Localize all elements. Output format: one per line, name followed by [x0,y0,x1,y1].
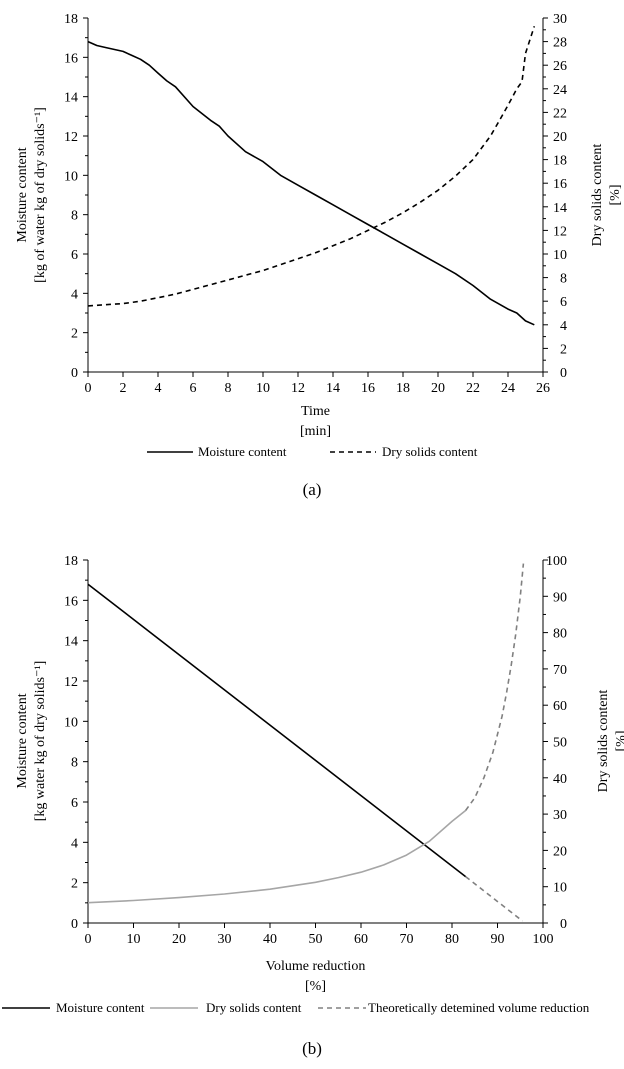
right-y-tick-label: 80 [553,627,567,642]
left-y-tick-label: 0 [71,366,78,381]
left-y-axis-title: Moisture content [15,147,30,242]
right-y-tick-label: 50 [553,736,567,751]
x-axis-title: Volume reduction [266,959,366,974]
x-tick-label: 22 [466,381,480,396]
right-y-tick-label: 90 [553,590,567,605]
right-y-tick-label: 18 [553,154,567,169]
right-y-tick-label: 0 [560,917,567,932]
legend-label: Theoretically detemined volume reduction [368,1000,590,1015]
x-tick-label: 10 [127,932,141,947]
left-y-tick-label: 14 [64,91,78,106]
x-tick-label: 20 [172,932,186,947]
right-y-tick-label: 0 [560,366,567,381]
x-tick-label: 6 [190,381,197,396]
left-y-tick-label: 0 [71,917,78,932]
series-line-dry-solids-content [87,26,536,307]
left-y-tick-label: 6 [71,796,78,811]
right-y-tick-label: 12 [553,224,567,239]
x-tick-label: 70 [400,932,414,947]
left-y-axis-title: Moisture content [15,693,30,788]
left-y-tick-label: 2 [71,877,78,892]
left-y-tick-label: 10 [64,715,78,730]
x-tick-label: 30 [218,932,232,947]
series-line-theoretically-detemined-volume-reduction [464,563,525,811]
right-y-axis-title: Dry solids content [590,144,605,247]
left-y-tick-label: 16 [64,51,78,66]
x-tick-label: 0 [85,932,92,947]
right-y-tick-label: 2 [560,342,567,357]
right-y-axis-unit: [%] [614,731,624,752]
x-tick-label: 12 [291,381,305,396]
x-tick-label: 8 [225,381,232,396]
left-y-tick-label: 14 [64,635,78,650]
left-y-tick-label: 8 [71,209,78,224]
x-axis-unit: [min] [300,424,331,439]
right-y-tick-label: 40 [553,772,567,787]
x-tick-label: 0 [85,381,92,396]
left-y-tick-label: 18 [64,554,78,569]
x-tick-label: 24 [501,381,515,396]
panel-label: (b) [302,1039,322,1058]
left-y-tick-label: 4 [71,836,78,851]
left-y-tick-label: 4 [71,287,78,302]
left-y-axis-unit: [kg water kg of dry solids⁻¹] [33,661,48,822]
right-y-tick-label: 10 [553,248,567,263]
left-y-tick-label: 16 [64,594,78,609]
x-tick-label: 80 [445,932,459,947]
right-y-tick-label: 30 [553,808,567,823]
x-tick-label: 10 [256,381,270,396]
left-y-tick-label: 8 [71,756,78,771]
right-y-tick-label: 70 [553,663,567,678]
right-y-tick-label: 10 [553,881,567,896]
series-line-moisture-content-theoretical- [465,875,523,922]
right-y-tick-label: 60 [553,699,567,714]
right-y-axis-unit: [%] [608,185,623,206]
left-y-tick-label: 6 [71,248,78,263]
series-line-moisture-content [87,583,467,878]
x-tick-label: 4 [155,381,162,396]
series-line-dry-solids-content [87,809,467,904]
x-tick-label: 60 [354,932,368,947]
right-y-tick-label: 28 [553,36,567,51]
right-y-tick-label: 22 [553,106,567,121]
left-y-tick-label: 2 [71,327,78,342]
right-y-tick-label: 26 [553,59,567,74]
x-tick-label: 20 [431,381,445,396]
right-y-tick-label: 20 [553,844,567,859]
right-y-tick-label: 30 [553,12,567,27]
x-tick-label: 14 [326,381,340,396]
x-tick-label: 16 [361,381,375,396]
series-line-moisture-content [87,40,535,326]
x-axis-title: Time [301,404,330,419]
left-y-tick-label: 12 [64,130,78,145]
panel-label: (a) [303,480,322,499]
x-axis-unit: [%] [305,979,326,994]
x-tick-label: 2 [120,381,127,396]
left-y-axis-unit: [kg of water kg of dry solids⁻¹] [33,107,48,283]
x-tick-label: 40 [263,932,277,947]
right-y-tick-label: 100 [546,554,567,569]
legend-label: Moisture content [198,444,287,459]
left-y-tick-label: 12 [64,675,78,690]
right-y-tick-label: 8 [560,272,567,287]
left-y-tick-label: 10 [64,169,78,184]
right-y-tick-label: 20 [553,130,567,145]
legend-label: Moisture content [56,1000,145,1015]
right-y-tick-label: 6 [560,295,567,310]
right-y-tick-label: 4 [560,319,567,334]
x-tick-label: 26 [536,381,550,396]
legend-label: Dry solids content [382,444,478,459]
right-y-tick-label: 24 [553,83,567,98]
right-y-tick-label: 14 [553,201,567,216]
x-tick-label: 100 [533,932,554,947]
right-y-tick-label: 16 [553,177,567,192]
x-tick-label: 18 [396,381,410,396]
x-tick-label: 50 [309,932,323,947]
right-y-axis-title: Dry solids content [596,690,611,793]
x-tick-label: 90 [491,932,505,947]
legend-label: Dry solids content [206,1000,302,1015]
left-y-tick-label: 18 [64,12,78,27]
